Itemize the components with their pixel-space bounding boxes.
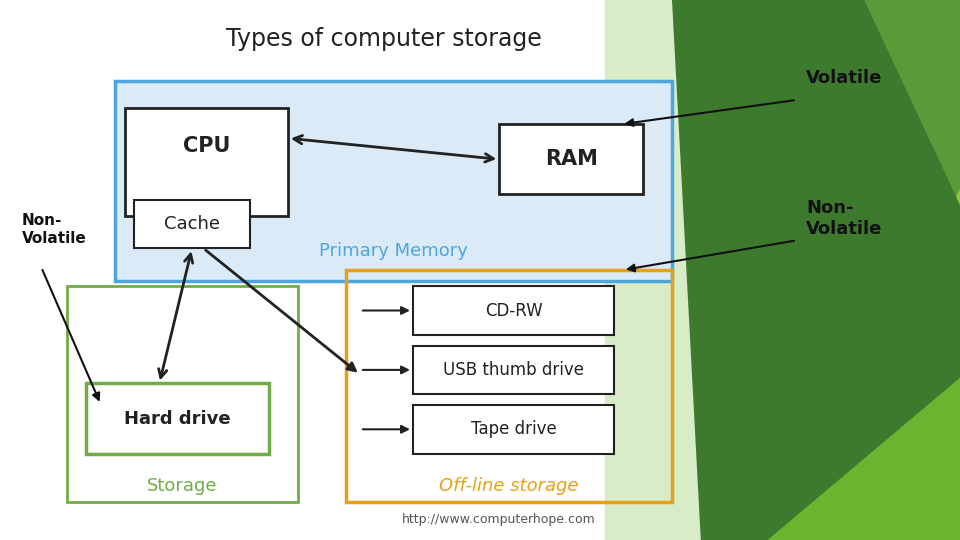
Text: CD-RW: CD-RW: [485, 301, 542, 320]
Text: USB thumb drive: USB thumb drive: [444, 361, 584, 379]
Text: RAM: RAM: [544, 149, 598, 170]
Text: Non-
Volatile: Non- Volatile: [22, 213, 86, 246]
Text: CPU: CPU: [182, 136, 230, 156]
FancyBboxPatch shape: [413, 405, 614, 454]
FancyBboxPatch shape: [499, 124, 643, 194]
Text: Primary Memory: Primary Memory: [319, 242, 468, 260]
FancyBboxPatch shape: [115, 81, 672, 281]
Polygon shape: [672, 0, 960, 540]
Polygon shape: [710, 0, 960, 205]
FancyBboxPatch shape: [134, 200, 250, 248]
Text: Volatile: Volatile: [806, 69, 883, 87]
Polygon shape: [605, 0, 768, 540]
Polygon shape: [605, 0, 960, 540]
Text: Tape drive: Tape drive: [470, 420, 557, 438]
Text: Hard drive: Hard drive: [124, 409, 231, 428]
Polygon shape: [701, 378, 960, 540]
Polygon shape: [768, 189, 960, 540]
FancyBboxPatch shape: [125, 108, 288, 216]
Text: Cache: Cache: [164, 215, 220, 233]
FancyBboxPatch shape: [413, 346, 614, 394]
Text: http://www.computerhope.com: http://www.computerhope.com: [402, 514, 596, 526]
FancyBboxPatch shape: [413, 286, 614, 335]
Text: Types of computer storage: Types of computer storage: [227, 27, 541, 51]
Text: Non-
Volatile: Non- Volatile: [806, 199, 883, 238]
Text: Off-line storage: Off-line storage: [439, 477, 579, 495]
Text: Storage: Storage: [147, 477, 218, 495]
FancyBboxPatch shape: [86, 383, 269, 454]
